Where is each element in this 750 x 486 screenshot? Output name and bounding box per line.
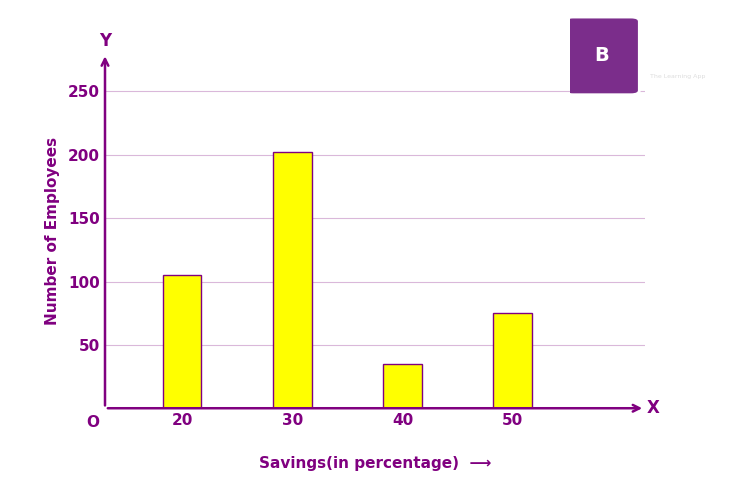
FancyBboxPatch shape: [565, 17, 639, 95]
Bar: [494, 313, 532, 408]
Text: Y: Y: [99, 32, 111, 50]
Text: X: X: [647, 399, 660, 417]
Text: BYJU'S: BYJU'S: [652, 36, 703, 51]
Text: O: O: [86, 416, 100, 430]
Text: B: B: [594, 46, 609, 66]
Text: The Learning App: The Learning App: [650, 74, 705, 79]
Bar: [273, 152, 312, 408]
Y-axis label: Number of Employees: Number of Employees: [45, 137, 60, 325]
Text: Savings(in percentage)  ⟶: Savings(in percentage) ⟶: [259, 456, 491, 471]
Bar: [383, 364, 422, 408]
Bar: [163, 275, 202, 408]
